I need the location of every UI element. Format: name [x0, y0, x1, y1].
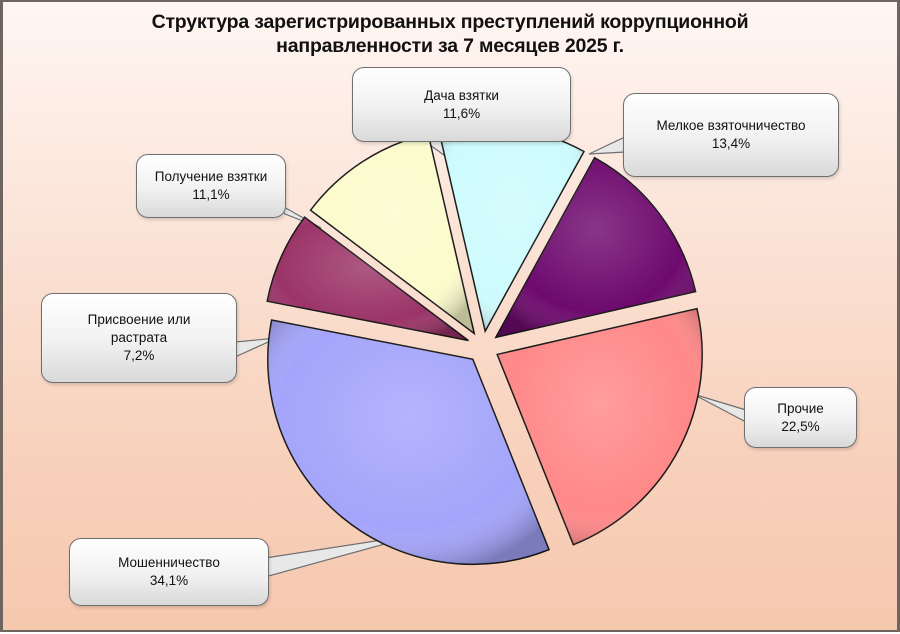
callout-label: Мелкое взяточничество [656, 118, 806, 133]
callout-melkoe-vzyatochnichestvo: Мелкое взяточничество 13,4% [623, 93, 839, 177]
callout-prochie: Прочие 22,5% [744, 387, 857, 448]
callout-value: 11,1% [192, 187, 230, 202]
callout-label: Получение взятки [154, 169, 268, 184]
callout-value: 34,1% [149, 573, 189, 588]
pie-slice-shading [310, 133, 475, 334]
callout-value: 22,5% [781, 418, 820, 434]
pie-slice-shading [267, 320, 550, 565]
callout-label: Прочие [777, 400, 824, 416]
chart-title: Структура зарегистрированных преступлени… [3, 10, 897, 58]
callout-pointer [692, 393, 747, 423]
callout-value: 11,6% [442, 105, 481, 121]
callout-value: 13,4% [711, 136, 751, 151]
chart-title-line1: Структура зарегистрированных преступлени… [151, 11, 749, 33]
pie-chart [234, 125, 747, 578]
callout-value: 7,2% [123, 348, 155, 363]
pie-slice-shading [497, 308, 703, 545]
callout-moshennichestvo: Мошенничество 34,1% [69, 538, 269, 606]
callout-prisvoenie-ili-rastrata: Присвоение или растрата 7,2% [41, 293, 237, 383]
callout-pointer [588, 136, 626, 155]
callout-label: Присвоение или [87, 312, 191, 327]
callout-dacha-vzyatki: Дача взятки 11,6% [352, 67, 571, 142]
callout-label-cont: растрата [110, 330, 168, 345]
pie-slice-shading [267, 217, 469, 341]
pie-slices [266, 125, 703, 566]
pie-slice-shading [495, 157, 696, 338]
callout-poluchenie-vzyatki: Получение взятки 11,1% [136, 154, 286, 218]
pie-slice-shading [439, 126, 584, 332]
callout-label: Мошенничество [118, 555, 220, 570]
chart-title-line2: направленности за 7 месяцев 2025 г. [276, 35, 624, 57]
callout-label: Дача взятки [424, 87, 499, 103]
